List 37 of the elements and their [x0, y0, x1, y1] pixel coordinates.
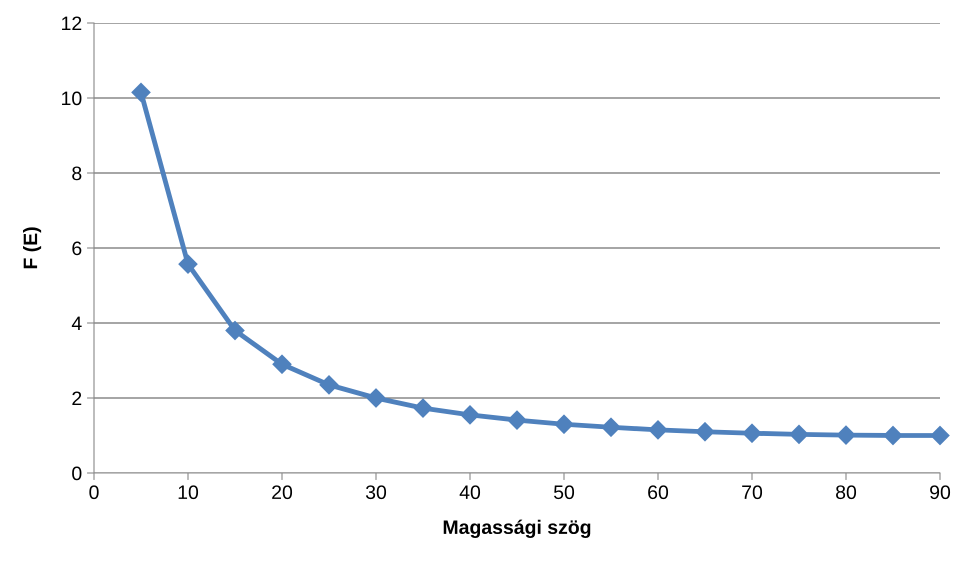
point: [930, 426, 950, 446]
y-tick-label: 2: [72, 391, 82, 406]
point: [648, 420, 668, 440]
point: [601, 418, 621, 437]
y-tick-label: 12: [62, 16, 82, 30]
x-tick-label: 50: [554, 485, 574, 500]
point: [554, 414, 574, 434]
y-tick-label: 8: [72, 166, 82, 180]
point: [695, 422, 715, 442]
x-axis-title: Magassági szög: [444, 520, 590, 538]
x-tick-label: 40: [460, 485, 480, 500]
x-tick-label: 20: [272, 485, 292, 500]
y-tick-label: 6: [72, 241, 82, 256]
point: [413, 398, 433, 418]
x-tick-label: 60: [648, 485, 668, 500]
y-tick-label: 0: [72, 466, 82, 480]
point: [225, 320, 245, 340]
y-tick-label: 4: [72, 316, 82, 330]
x-tick-label: 0: [89, 485, 99, 500]
point: [507, 410, 527, 430]
point: [272, 354, 292, 374]
point: [319, 375, 339, 394]
point: [131, 82, 151, 102]
y-axis-title: F (E): [23, 227, 42, 268]
point: [789, 424, 809, 444]
point: [366, 388, 386, 408]
y-tick-label: 10: [62, 91, 82, 106]
point: [178, 254, 198, 274]
point: [836, 426, 856, 445]
x-tick-label: 80: [836, 485, 856, 500]
x-tick-label: 10: [178, 485, 198, 500]
point: [742, 424, 762, 443]
point: [460, 405, 480, 424]
x-tick-label: 30: [366, 485, 386, 500]
x-tick-label: 90: [930, 485, 950, 500]
point: [883, 426, 903, 446]
x-tick-label: 70: [742, 485, 762, 500]
